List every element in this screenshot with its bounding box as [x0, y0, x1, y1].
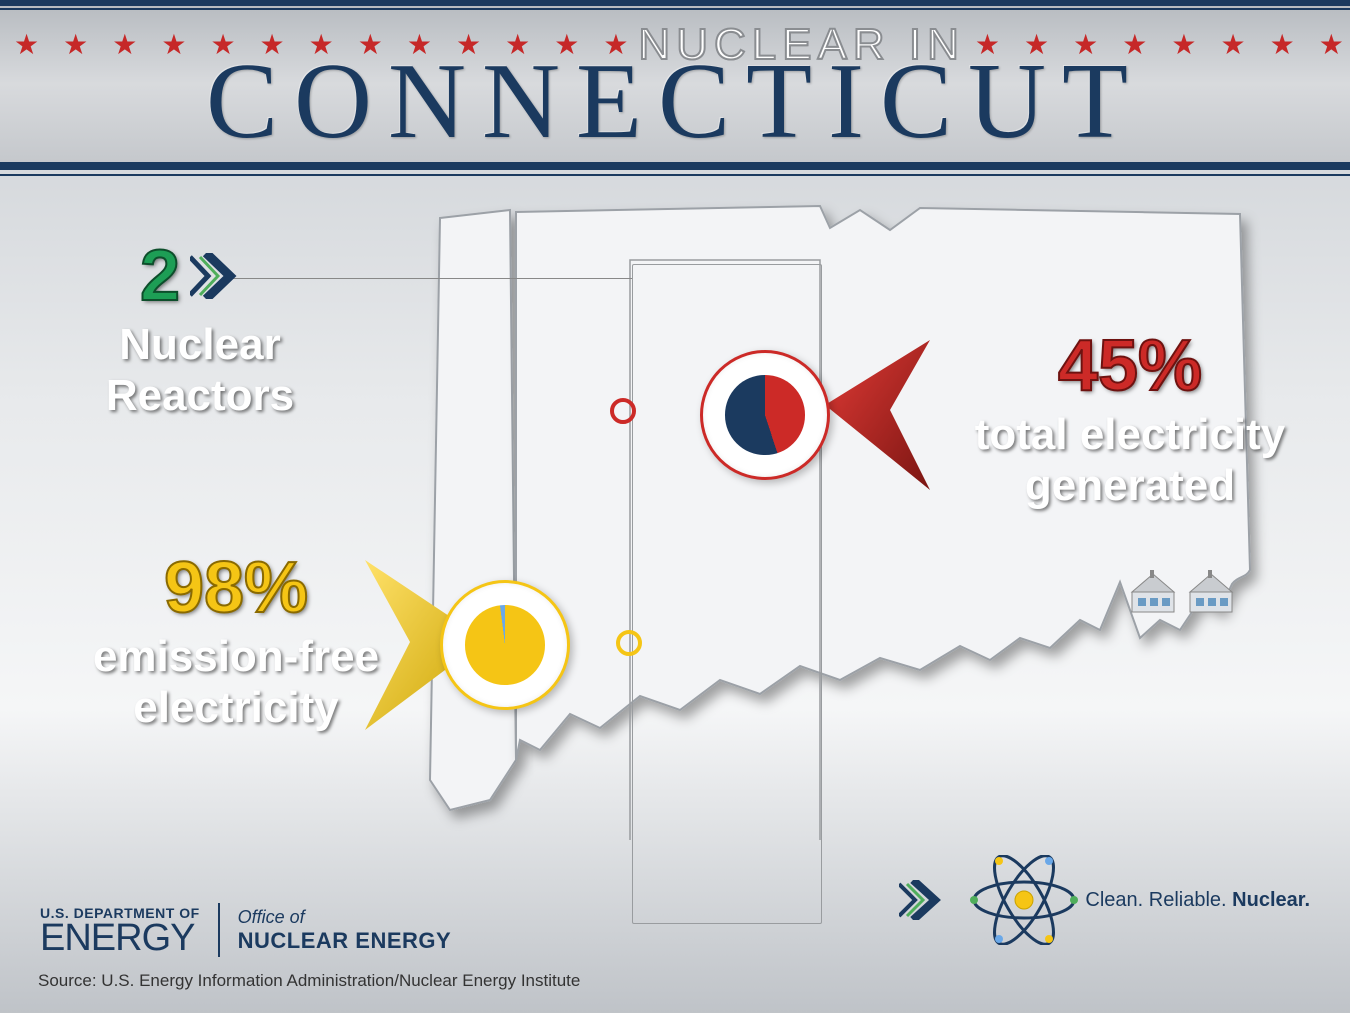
reactors-label-2: Reactors: [106, 371, 294, 420]
total-electricity-value: 45%: [920, 330, 1340, 402]
elec-label-2: generated: [1025, 461, 1235, 510]
plant-icon: [1128, 570, 1178, 614]
pie-total-electricity-inner: [725, 375, 804, 454]
pointer-arrow-red: [820, 340, 940, 490]
state-name: CONNECTICUT: [0, 48, 1350, 156]
small-ring-red: [610, 398, 636, 424]
emis-label-2: electricity: [133, 683, 338, 732]
total-electricity-label: total electricity generated: [920, 410, 1340, 511]
chevron-icon: [190, 253, 260, 299]
footer-divider: [218, 903, 220, 957]
state-map: [420, 200, 1280, 840]
tagline-3: Nuclear.: [1232, 889, 1310, 911]
header: ★★★★★★★★★★★★★ NUCLEAR IN ★★★★★★★★★★★★★ C…: [0, 0, 1350, 170]
small-ring-yellow: [616, 630, 642, 656]
reactors-value: 2: [140, 240, 180, 312]
footer-right: Clean. Reliable. Nuclear.: [899, 855, 1310, 945]
pie-emission-free: [440, 580, 570, 710]
reactors-label-1: Nuclear: [119, 320, 280, 369]
pie-emission-free-inner: [465, 605, 544, 684]
stat-total-electricity: 45% total electricity generated: [920, 330, 1340, 511]
emis-label-1: emission-free: [93, 632, 379, 681]
elec-label-1: total electricity: [975, 410, 1286, 459]
atom-icon: [969, 855, 1079, 945]
stat-reactors: 2 Nuclear Reactors: [40, 240, 360, 421]
reactors-label: Nuclear Reactors: [40, 320, 360, 421]
office-main-label: NUCLEAR ENERGY: [238, 928, 452, 954]
office-logo: Office of NUCLEAR ENERGY: [238, 907, 452, 954]
plant-icon: [1186, 570, 1236, 614]
chevron-icon: [899, 880, 963, 920]
tagline: Clean. Reliable. Nuclear.: [1085, 889, 1310, 912]
pie-total-electricity: [700, 350, 830, 480]
office-top-label: Office of: [238, 907, 452, 928]
tagline-2: Reliable.: [1149, 889, 1227, 911]
doe-energy-label: ENERGY: [40, 921, 200, 955]
doe-logo: U.S. DEPARTMENT OF ENERGY: [40, 905, 200, 955]
source-text: Source: U.S. Energy Information Administ…: [38, 971, 580, 991]
footer-left: U.S. DEPARTMENT OF ENERGY Office of NUCL…: [40, 903, 451, 957]
tagline-1: Clean.: [1085, 889, 1143, 911]
